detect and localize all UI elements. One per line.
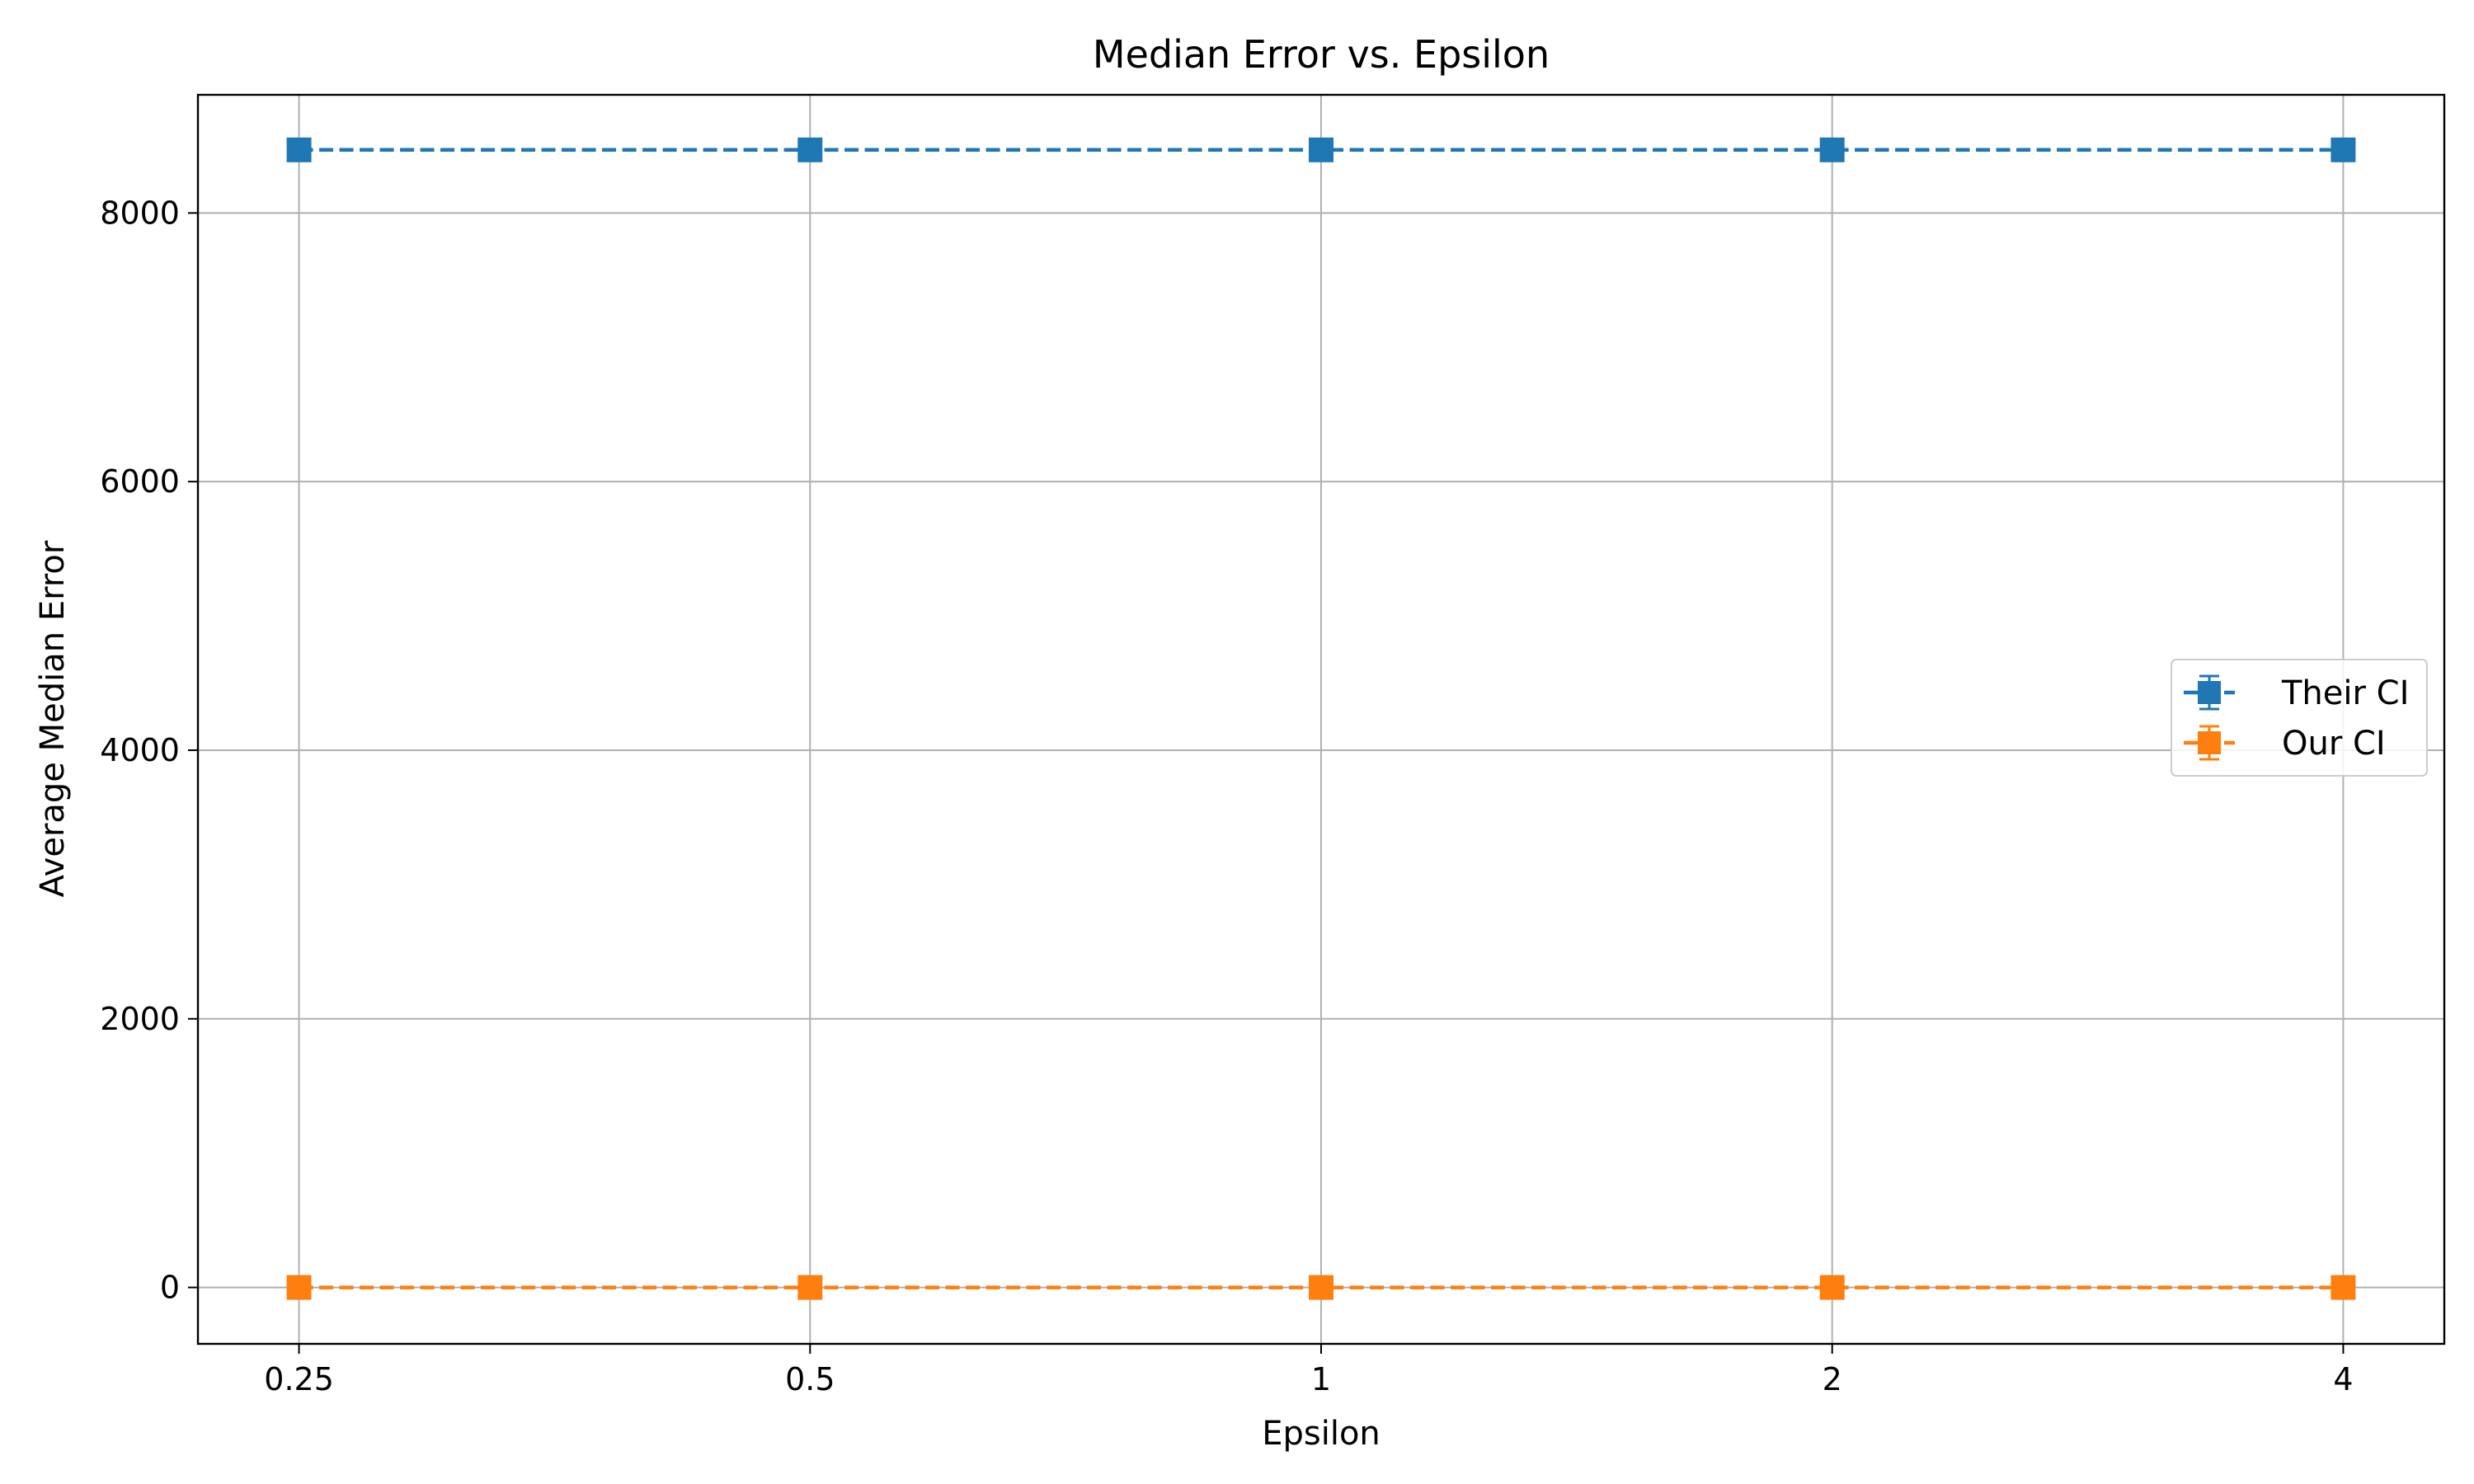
legend-item: Their CI (2184, 674, 2409, 712)
data-point (797, 137, 823, 162)
x-tick-label: 0.5 (785, 1361, 835, 1397)
x-tick-label: 0.25 (264, 1361, 334, 1397)
legend: Their CI Our CI (2171, 659, 2428, 777)
series-layer (286, 137, 2356, 1300)
y-tick-label: 0 (160, 1270, 180, 1306)
tick-layer: 0.25 0.5 1 2 4 0 2000 4000 6000 8000 (100, 195, 2353, 1397)
data-point (1819, 1275, 1845, 1300)
data-point (1309, 1275, 1333, 1300)
legend-label: Our CI (2282, 725, 2386, 763)
data-point (286, 137, 312, 162)
y-axis-label: Average Median Error (34, 540, 72, 897)
y-tick-label: 8000 (100, 195, 180, 231)
data-point (1309, 137, 1333, 162)
series-their-ci (286, 137, 2356, 162)
series-our-ci (286, 1275, 2356, 1300)
y-tick-label: 4000 (100, 732, 180, 768)
x-tick-label: 2 (1823, 1361, 1842, 1397)
legend-box (2171, 659, 2428, 777)
legend-marker (2198, 681, 2221, 704)
data-point (797, 1275, 823, 1300)
legend-item: Our CI (2184, 725, 2386, 763)
legend-label: Their CI (2281, 674, 2409, 712)
legend-marker (2198, 731, 2221, 754)
data-point (1819, 137, 1845, 162)
x-axis-label: Epsilon (1262, 1415, 1380, 1453)
chart-title: Median Error vs. Epsilon (1093, 32, 1550, 77)
x-tick-label: 4 (2333, 1361, 2353, 1397)
y-tick-label: 6000 (100, 463, 180, 500)
data-point (2331, 1275, 2356, 1300)
y-tick-label: 2000 (100, 1001, 180, 1037)
x-tick-label: 1 (1311, 1361, 1331, 1397)
data-point (286, 1275, 312, 1300)
data-point (2331, 137, 2356, 162)
